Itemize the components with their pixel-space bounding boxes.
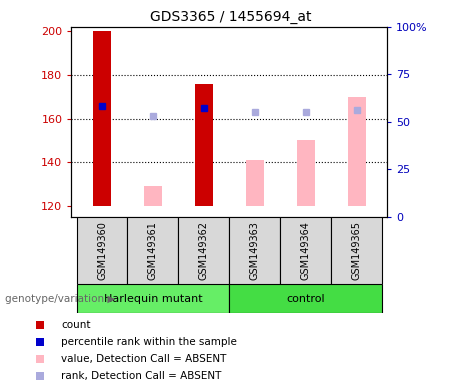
- Text: genotype/variation ▶: genotype/variation ▶: [5, 293, 115, 304]
- Text: Harlequin mutant: Harlequin mutant: [104, 293, 202, 304]
- Text: GSM149363: GSM149363: [250, 221, 260, 280]
- Text: control: control: [286, 293, 325, 304]
- Text: GSM149360: GSM149360: [97, 221, 107, 280]
- Text: rank, Detection Call = ABSENT: rank, Detection Call = ABSENT: [61, 371, 222, 381]
- Bar: [246, 160, 264, 206]
- Bar: [144, 186, 162, 206]
- Text: GSM149361: GSM149361: [148, 221, 158, 280]
- Text: GSM149364: GSM149364: [301, 221, 311, 280]
- Text: GSM149365: GSM149365: [352, 221, 362, 280]
- Bar: [230, 217, 280, 284]
- Text: GSM149362: GSM149362: [199, 221, 209, 280]
- Bar: [230, 284, 382, 313]
- Bar: [93, 31, 111, 206]
- Bar: [77, 217, 128, 284]
- Bar: [280, 217, 331, 284]
- Bar: [77, 284, 230, 313]
- Text: GDS3365 / 1455694_at: GDS3365 / 1455694_at: [150, 10, 311, 23]
- Bar: [297, 141, 315, 206]
- Text: count: count: [61, 320, 91, 330]
- Text: value, Detection Call = ABSENT: value, Detection Call = ABSENT: [61, 354, 227, 364]
- Bar: [178, 217, 230, 284]
- Bar: [128, 217, 178, 284]
- Bar: [195, 84, 213, 206]
- Bar: [348, 97, 366, 206]
- Bar: [331, 217, 382, 284]
- Text: percentile rank within the sample: percentile rank within the sample: [61, 337, 237, 347]
